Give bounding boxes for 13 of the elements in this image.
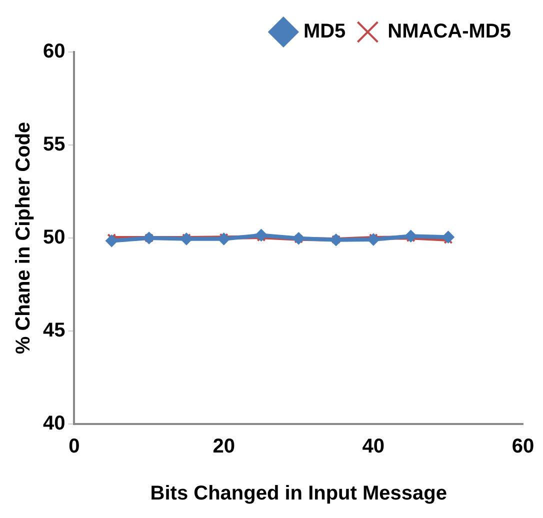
x-tick-label: 20 <box>212 436 235 458</box>
y-axis-title: % Chane in Cipher Code <box>12 122 35 354</box>
x-tick-label: 60 <box>512 436 534 458</box>
x-axis-title: Bits Changed in Input Message <box>150 482 447 505</box>
y-tick-label: 50 <box>42 226 66 249</box>
y-tick-label: 45 <box>42 320 66 342</box>
legend-label: MD5 <box>303 20 346 43</box>
y-tick-label: 55 <box>42 134 66 156</box>
y-tick-label: 60 <box>42 40 66 63</box>
x-tick-label: 40 <box>362 436 385 458</box>
x-tick-label: 0 <box>68 436 80 458</box>
legend-label: NMACA-MD5 <box>388 20 512 43</box>
y-tick-label: 40 <box>42 412 66 435</box>
